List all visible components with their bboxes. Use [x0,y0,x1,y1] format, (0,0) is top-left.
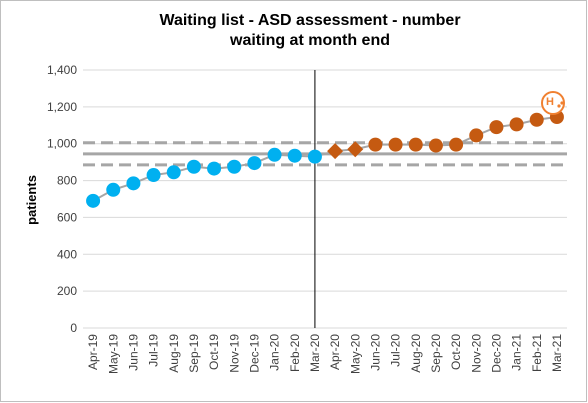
y-axis-label: patients [24,175,39,225]
data-point [287,148,302,163]
x-tick-label: Sep-20 [429,334,443,373]
data-point [207,161,222,176]
x-tick-label: Sep-19 [187,334,201,373]
x-tick-label: Jan-21 [510,334,524,371]
data-point [388,137,403,152]
data-point [146,168,161,183]
x-tick-label: Oct-20 [449,334,463,370]
data-point [227,159,242,174]
data-point [327,143,344,160]
y-tick-label: 800 [57,174,77,188]
data-point [368,137,383,152]
x-tick-label: Mar-20 [308,334,322,372]
x-tick-label: Dec-19 [247,334,261,373]
x-tick-label: Apr-19 [86,334,100,370]
x-tick-label: Oct-19 [207,334,221,370]
variation-icon-dot [560,101,564,105]
y-tick-label: 1,200 [47,100,77,114]
x-tick-label: Jul-19 [147,334,161,367]
x-tick-label: Jul-20 [389,334,403,367]
data-point [307,149,322,164]
y-tick-label: 200 [57,284,77,298]
x-tick-label: Aug-20 [409,334,423,373]
data-point [267,147,282,162]
x-tick-label: Apr-20 [328,334,342,370]
y-tick-label: 400 [57,247,77,261]
x-tick-label: May-20 [348,334,362,374]
x-tick-label: Jun-19 [126,334,140,371]
x-tick-label: Jan-20 [268,334,282,371]
data-point [408,137,423,152]
data-point [106,182,121,197]
x-tick-label: Nov-19 [227,334,241,373]
variation-icon-dot [557,104,561,108]
data-point [428,138,443,153]
x-tick-label: Nov-20 [469,334,483,373]
data-point [529,112,544,127]
data-point [126,176,141,191]
y-tick-label: 600 [57,210,77,224]
y-tick-label: 1,400 [47,63,77,77]
data-point [247,156,262,171]
chart-title: waiting at month end [229,32,390,49]
x-tick-label: May-19 [106,334,120,374]
data-point [509,117,524,132]
data-point [186,159,201,174]
x-tick-label: Feb-20 [288,334,302,372]
data-point [489,120,504,135]
x-tick-label: Mar-21 [550,334,564,372]
x-tick-label: Dec-20 [489,334,503,373]
chart-title: Waiting list - ASD assessment - number [159,12,460,29]
y-tick-label: 1,000 [47,137,77,151]
x-tick-label: Aug-19 [167,334,181,373]
data-point [86,193,101,208]
x-tick-label: Feb-21 [530,334,544,372]
variation-icon-label: H [546,96,554,108]
data-point [166,165,181,180]
variation-icon [541,91,565,115]
y-tick-label: 0 [70,321,77,335]
data-point [347,141,364,158]
data-point [469,128,484,143]
data-point [449,137,464,152]
x-tick-label: Jun-20 [368,334,382,371]
